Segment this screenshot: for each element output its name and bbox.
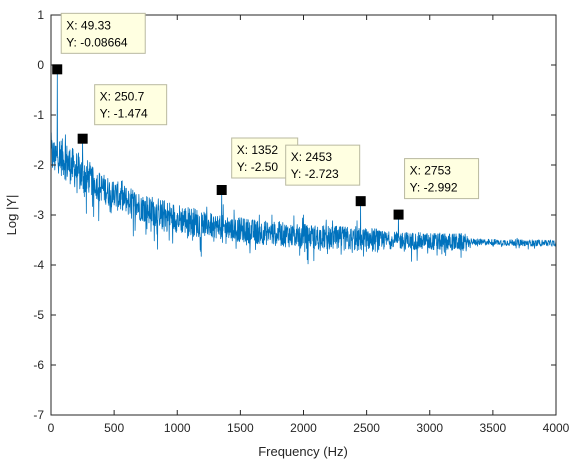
y-tick-label: -5 — [33, 308, 44, 322]
y-tick-label: -2 — [33, 158, 44, 172]
y-tick-label: -4 — [33, 258, 44, 272]
datatip-marker[interactable] — [52, 64, 62, 74]
y-tick-label: -6 — [33, 358, 44, 372]
datatip-y-text: Y: -2.992 — [410, 181, 458, 195]
x-tick-label: 500 — [104, 421, 124, 435]
x-tick-label: 3000 — [416, 421, 443, 435]
x-tick-label: 1500 — [227, 421, 254, 435]
datatip-y-text: Y: -0.08664 — [66, 35, 128, 49]
datatip-y-text: Y: -2.723 — [291, 167, 339, 181]
x-tick-label: 1000 — [164, 421, 191, 435]
x-tick-label: 4000 — [543, 421, 570, 435]
datatip-x-text: X: 2453 — [291, 150, 333, 164]
y-tick-label: 0 — [37, 58, 44, 72]
datatip-marker[interactable] — [356, 196, 366, 206]
y-tick-label: -1 — [33, 108, 44, 122]
y-tick-label: -7 — [33, 408, 44, 422]
datatip-x-text: X: 250.7 — [100, 90, 145, 104]
datatip-marker[interactable] — [217, 185, 227, 195]
y-axis-label: Log |Y| — [4, 195, 19, 236]
y-tick-label: 1 — [37, 8, 44, 22]
datatip-x-text: X: 2753 — [410, 164, 452, 178]
x-axis-label: Frequency (Hz) — [258, 444, 348, 459]
datatip-x-text: X: 49.33 — [66, 18, 111, 32]
x-tick-label: 2000 — [290, 421, 317, 435]
datatip-marker[interactable] — [78, 134, 88, 144]
x-tick-label: 0 — [48, 421, 55, 435]
y-tick-label: -3 — [33, 208, 44, 222]
datatip-y-text: Y: -2.50 — [237, 160, 279, 174]
datatip-x-text: X: 1352 — [237, 143, 279, 157]
x-tick-label: 2500 — [353, 421, 380, 435]
datatip-marker[interactable] — [394, 210, 404, 220]
datatip-y-text: Y: -1.474 — [100, 107, 148, 121]
x-tick-label: 3500 — [480, 421, 507, 435]
